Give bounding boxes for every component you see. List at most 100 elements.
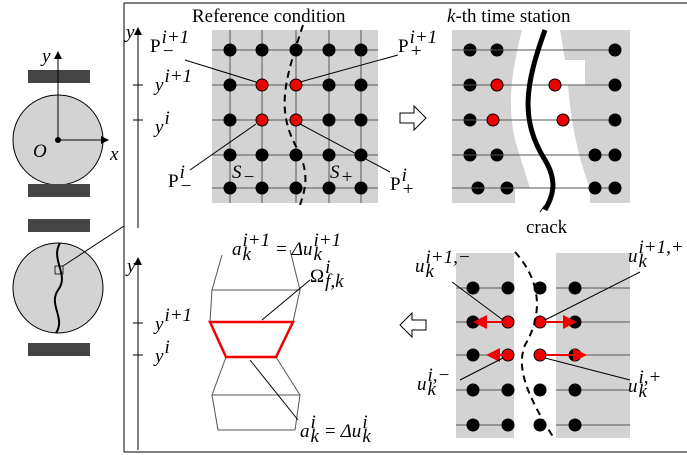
math-sup: i+1 [164,305,192,326]
mesh [210,250,300,430]
math-sup: i [164,108,169,129]
node [609,44,621,56]
math-sub: − [162,41,175,62]
math-base: u [417,374,427,395]
math-base: u [628,376,638,397]
math-base: S [232,162,242,183]
node [502,384,514,396]
math-base: a [232,239,242,260]
node-red [290,79,302,91]
panel-title: k-th time station [447,6,571,27]
axis-label: y [125,256,136,277]
node [323,114,335,126]
node [467,419,479,431]
math-base: y [153,117,164,138]
arrow-left [400,313,426,337]
math-base: Δu [291,239,313,260]
node-red [491,79,503,91]
math-base: Δu [340,421,362,442]
crack-path [515,252,555,440]
node [502,282,514,294]
node [534,384,546,396]
node [589,149,601,161]
math-base: y [153,314,164,335]
math-base: y [153,346,164,367]
math-sub: k [313,244,322,265]
math-base: Ω [310,266,324,287]
node [569,282,581,294]
equals: = [276,239,287,260]
node [224,182,236,194]
node [467,384,479,396]
node [355,79,367,91]
math-base: a [300,421,310,442]
math-sub: + [410,41,423,62]
node [224,114,236,126]
math-sub: f,k [325,271,344,292]
math-sub: k [639,251,648,272]
node [609,182,621,194]
node [323,79,335,91]
node [323,149,335,161]
node [467,282,479,294]
leader [250,360,298,420]
node [256,149,268,161]
node [609,79,621,91]
panel-title: Reference condition [192,6,346,27]
math-sub: + [341,167,354,188]
math-base: P [150,36,161,57]
node [355,182,367,194]
specimen-cracked [13,219,124,356]
node [569,419,581,431]
math-sub: k [428,379,437,400]
node-red [549,79,561,91]
element [210,322,293,357]
arrow-right [400,106,426,130]
origin-label: O [33,141,47,162]
math-base: y [153,75,164,96]
math-sub: − [243,167,256,188]
node [609,114,621,126]
node [256,182,268,194]
node [609,149,621,161]
math-base: P [390,174,401,195]
math-sup: i+1 [164,66,192,87]
leader [262,280,310,320]
math-base: S [330,162,340,183]
math-sub: k [639,381,648,402]
node-red [256,114,268,126]
node [323,182,335,194]
math-sub: k [243,244,252,265]
node [224,149,236,161]
node [467,349,479,361]
region [556,253,630,438]
math-base: P [168,171,179,192]
node [224,44,236,56]
math-sub: k [311,426,320,447]
node [355,44,367,56]
equals: = [325,421,336,442]
title-rest: -th time station [455,6,571,27]
math-base: P [398,36,409,57]
region [456,253,514,438]
axis-label: y [124,22,135,43]
math-sub: k [362,426,371,447]
axis-label: x [109,144,119,165]
math-sub: k [426,261,435,282]
specimen-intact [13,52,108,197]
node [355,114,367,126]
node-red [256,79,268,91]
node [290,182,302,194]
node [589,182,601,194]
crack-label: crack [526,217,568,238]
node [502,419,514,431]
node-red [487,114,499,126]
math-sup: i [164,337,169,358]
math-base: u [628,246,638,267]
axis-label: y [40,46,51,67]
node [256,44,268,56]
math-sub: + [402,179,415,200]
node [224,79,236,91]
math-sub: − [180,176,193,197]
node [323,44,335,56]
